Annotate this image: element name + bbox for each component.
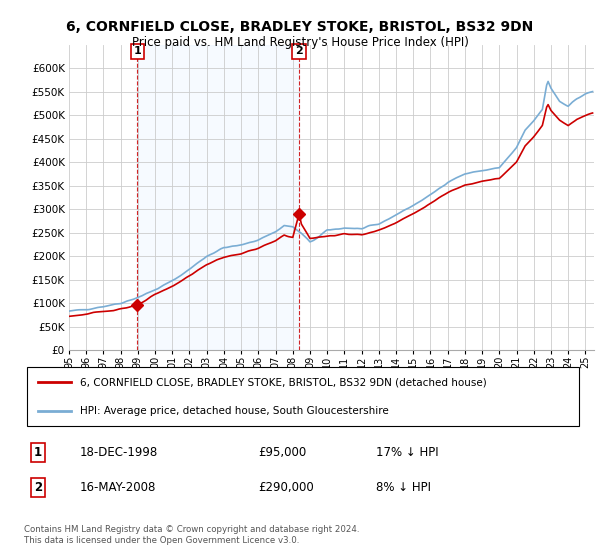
Text: £290,000: £290,000 bbox=[259, 481, 314, 494]
Text: 8% ↓ HPI: 8% ↓ HPI bbox=[376, 481, 431, 494]
Bar bbox=[137, 45, 299, 350]
Text: 6, CORNFIELD CLOSE, BRADLEY STOKE, BRISTOL, BS32 9DN (detached house): 6, CORNFIELD CLOSE, BRADLEY STOKE, BRIST… bbox=[80, 377, 487, 387]
Text: 1: 1 bbox=[34, 446, 42, 459]
FancyBboxPatch shape bbox=[27, 367, 579, 426]
Text: 6, CORNFIELD CLOSE, BRADLEY STOKE, BRISTOL, BS32 9DN: 6, CORNFIELD CLOSE, BRADLEY STOKE, BRIST… bbox=[67, 20, 533, 34]
Text: 1: 1 bbox=[133, 46, 141, 57]
Text: 2: 2 bbox=[34, 481, 42, 494]
Text: 2: 2 bbox=[295, 46, 303, 57]
Text: 18-DEC-1998: 18-DEC-1998 bbox=[80, 446, 158, 459]
Text: HPI: Average price, detached house, South Gloucestershire: HPI: Average price, detached house, Sout… bbox=[80, 406, 389, 416]
Text: Contains HM Land Registry data © Crown copyright and database right 2024.
This d: Contains HM Land Registry data © Crown c… bbox=[24, 525, 359, 545]
Text: 17% ↓ HPI: 17% ↓ HPI bbox=[376, 446, 438, 459]
Text: £95,000: £95,000 bbox=[259, 446, 307, 459]
Text: Price paid vs. HM Land Registry's House Price Index (HPI): Price paid vs. HM Land Registry's House … bbox=[131, 36, 469, 49]
Text: 16-MAY-2008: 16-MAY-2008 bbox=[80, 481, 156, 494]
